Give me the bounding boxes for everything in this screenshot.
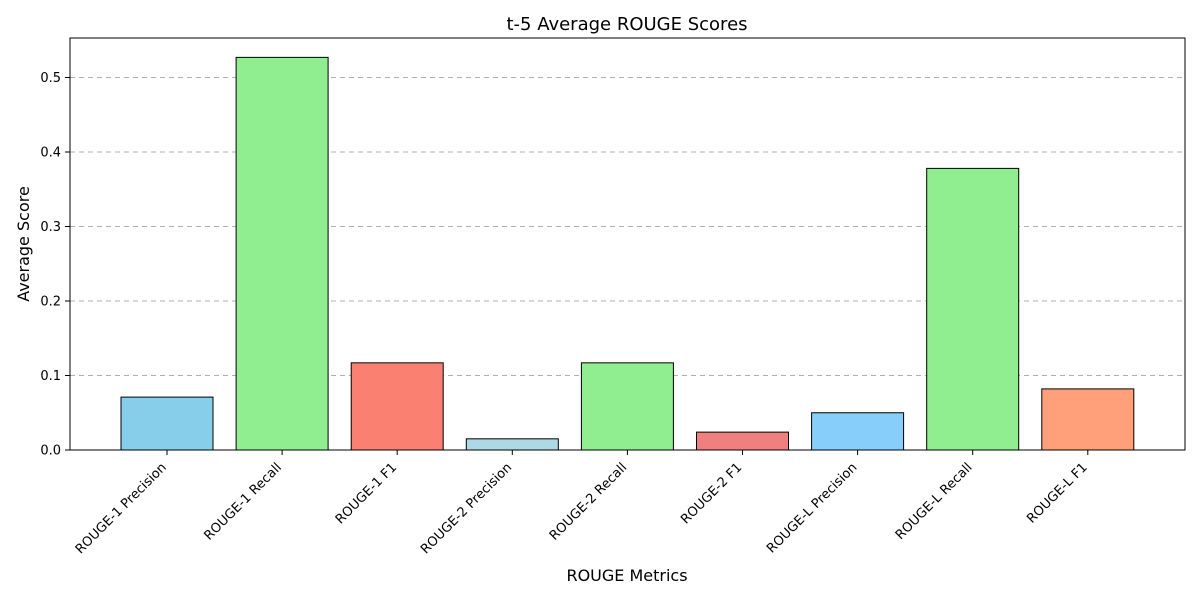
bar xyxy=(350,362,444,451)
y-tick-label: 0.4 xyxy=(40,145,61,160)
bar xyxy=(811,412,905,451)
x-tick-label: ROUGE-L Recall xyxy=(893,460,976,543)
bar xyxy=(696,431,789,451)
y-axis: 0.0 0.1 0.2 0.3 0.4 0.5 xyxy=(40,71,70,459)
x-tick-label: ROUGE-L F1 xyxy=(1024,460,1090,526)
bar xyxy=(580,362,674,451)
x-axis: ROUGE-1 Precision ROUGE-1 Recall ROUGE-1 F… xyxy=(73,450,1091,557)
bar xyxy=(120,396,214,451)
y-tick-label: 0.1 xyxy=(40,369,61,384)
bar xyxy=(465,438,559,451)
x-tick-label: ROUGE-2 F1 xyxy=(678,460,745,527)
y-axis-label: Average Score xyxy=(14,186,33,302)
x-tick-label: ROUGE-2 Recall xyxy=(547,460,630,543)
bar xyxy=(1041,388,1135,451)
bar xyxy=(235,56,329,451)
x-tick-label: ROUGE-1 Precision xyxy=(73,460,170,557)
x-tick-label: ROUGE-2 Precision xyxy=(418,460,515,557)
y-tick-label: 0.5 xyxy=(40,71,61,86)
chart-title: t-5 Average ROUGE Scores xyxy=(506,14,747,35)
x-tick-label: ROUGE-L Precision xyxy=(764,460,860,556)
bar xyxy=(926,167,1020,451)
x-axis-label: ROUGE Metrics xyxy=(566,566,687,585)
x-tick-label: ROUGE-1 F1 xyxy=(333,460,400,527)
y-tick-label: 0.0 xyxy=(40,444,61,459)
bars xyxy=(120,56,1135,451)
x-tick-label: ROUGE-1 Recall xyxy=(202,460,285,543)
y-tick-label: 0.3 xyxy=(40,220,61,235)
y-tick-label: 0.2 xyxy=(40,294,61,309)
